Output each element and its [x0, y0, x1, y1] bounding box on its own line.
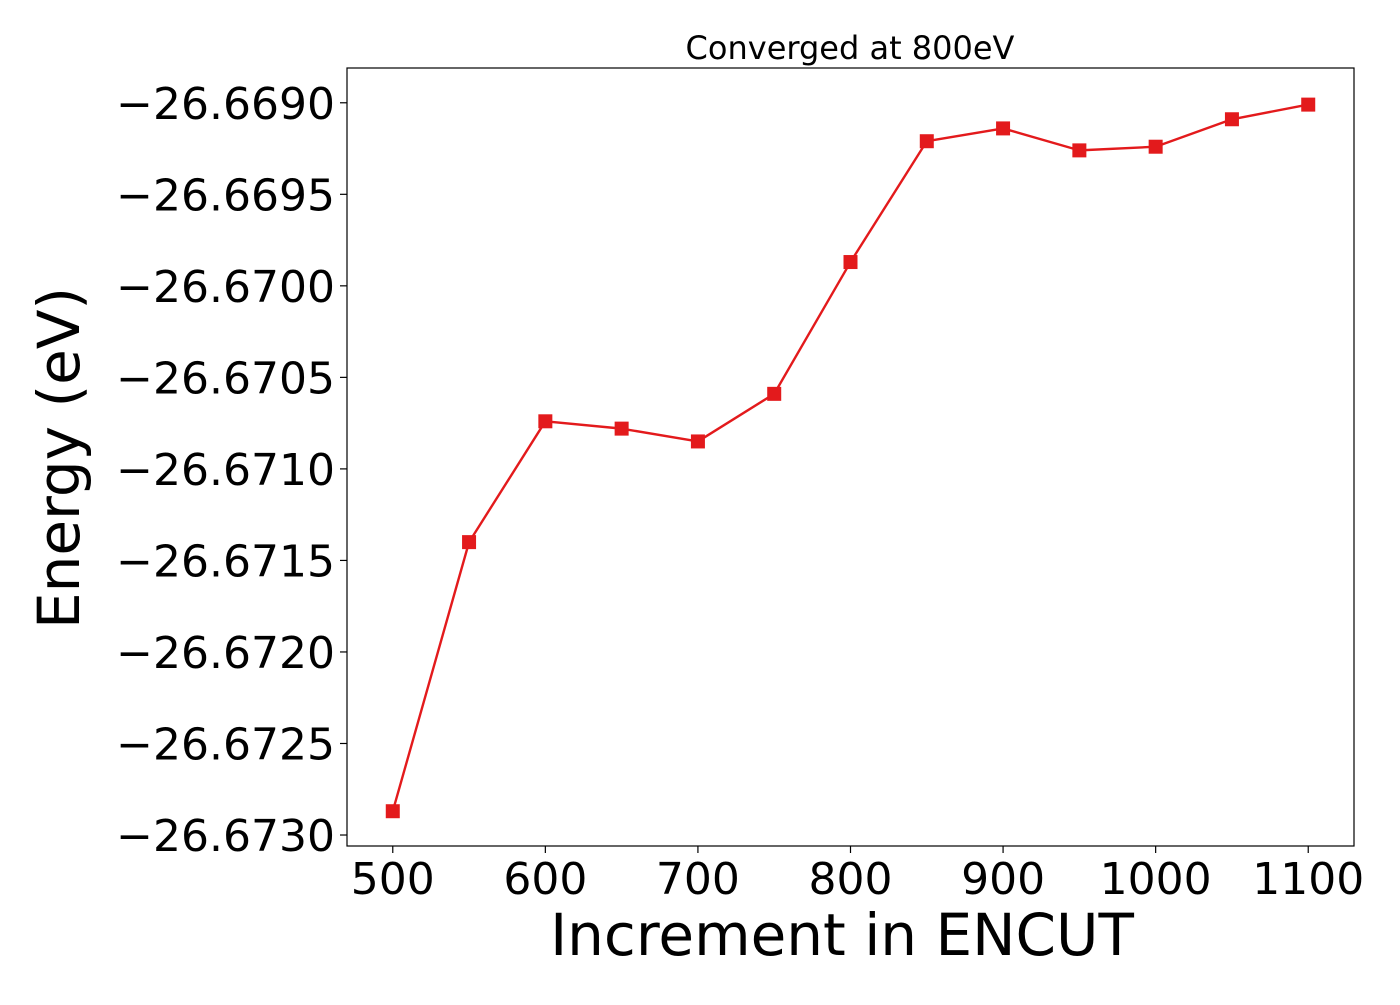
data-point-marker — [614, 421, 629, 436]
data-point-marker — [538, 414, 553, 429]
x-tick-label: 1000 — [1100, 854, 1212, 905]
data-point-marker — [1301, 97, 1316, 112]
data-point-marker — [1224, 112, 1239, 127]
y-tick-label: −26.6715 — [116, 536, 335, 587]
y-axis: −26.6690 −26.6695 −26.6700 −26.6705 −26.6710… — [116, 79, 347, 862]
x-tick-label: 800 — [809, 854, 893, 905]
x-axis-title: Increment in ENCUT — [550, 901, 1134, 969]
data-point-marker — [996, 121, 1011, 136]
x-tick-label: 500 — [351, 854, 435, 905]
x-axis: 500 600 700 800 900 1000 1100 — [351, 846, 1364, 905]
data-point-marker — [385, 804, 400, 819]
x-tick-label: 900 — [961, 854, 1045, 905]
data-point-marker — [767, 386, 782, 401]
data-point-marker — [690, 434, 705, 449]
series-layer — [385, 97, 1316, 819]
plot-area-frame — [346, 67, 1355, 847]
y-tick-label: −26.6690 — [116, 79, 335, 130]
series-line — [391, 103, 1309, 812]
y-tick-label: −26.6725 — [116, 719, 335, 770]
x-tick-label: 600 — [503, 854, 587, 905]
y-tick-label: −26.6710 — [116, 445, 335, 496]
data-point-marker — [843, 255, 858, 270]
data-point-marker — [462, 535, 477, 550]
data-point-marker — [1072, 143, 1087, 158]
data-point-marker — [919, 134, 934, 149]
y-axis-title: Energy (eV) — [25, 287, 93, 629]
x-tick-label: 700 — [656, 854, 740, 905]
data-point-marker — [1148, 139, 1163, 154]
y-tick-label: −26.6720 — [116, 628, 335, 679]
y-tick-label: −26.6700 — [116, 262, 335, 313]
y-tick-label: −26.6695 — [116, 170, 335, 221]
x-tick-label: 1100 — [1252, 854, 1364, 905]
y-tick-label: −26.6730 — [116, 811, 335, 862]
y-tick-label: −26.6705 — [116, 353, 335, 404]
chart-title: Converged at 800eV — [686, 29, 1015, 67]
